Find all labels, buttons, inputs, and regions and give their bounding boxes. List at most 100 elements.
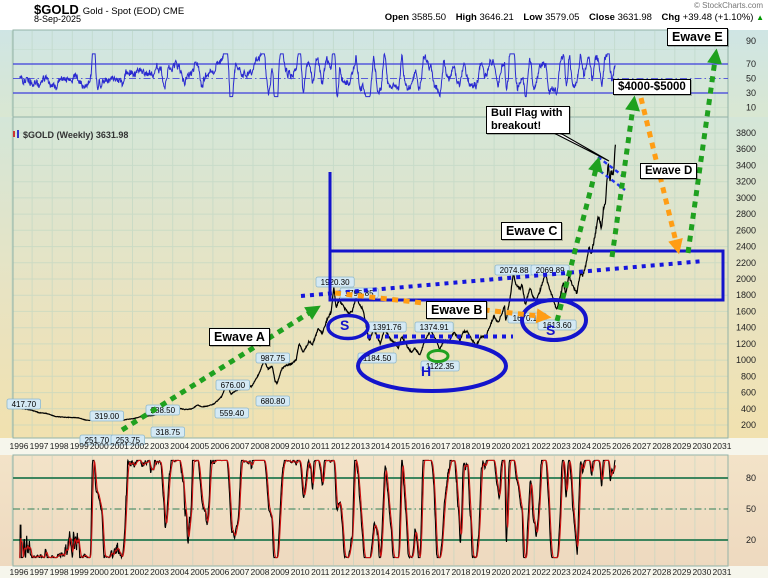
svg-text:1997: 1997 <box>30 441 49 451</box>
svg-text:2011: 2011 <box>311 441 330 451</box>
series-legend: $GOLD (Weekly) 3631.98 <box>13 130 128 140</box>
svg-text:2009: 2009 <box>271 567 290 577</box>
svg-text:2006: 2006 <box>210 441 229 451</box>
ewave-c-arrow <box>554 156 603 322</box>
svg-text:2003: 2003 <box>150 441 169 451</box>
svg-text:1996: 1996 <box>10 441 29 451</box>
svg-text:2006: 2006 <box>210 567 229 577</box>
consolidation-box <box>328 249 725 302</box>
right-shoulder-letter: S <box>546 322 556 338</box>
symbol: $GOLD <box>34 2 79 17</box>
low-label: Low <box>523 12 543 23</box>
svg-text:2000: 2000 <box>90 441 109 451</box>
svg-text:800: 800 <box>741 371 756 381</box>
price-flag <box>315 276 355 288</box>
right-shoulder-ellipse <box>520 298 588 342</box>
svg-text:600: 600 <box>741 388 756 398</box>
svg-text:2800: 2800 <box>736 209 756 219</box>
flag-lower-line <box>599 170 626 191</box>
svg-text:2007: 2007 <box>230 441 249 451</box>
svg-text:1184.50: 1184.50 <box>363 354 392 363</box>
svg-text:676.00: 676.00 <box>221 381 246 390</box>
svg-text:2002: 2002 <box>130 567 149 577</box>
price-flag <box>530 264 570 276</box>
svg-text:1800: 1800 <box>736 290 756 300</box>
svg-text:2023: 2023 <box>552 567 571 577</box>
svg-text:2018: 2018 <box>451 441 470 451</box>
svg-text:400: 400 <box>741 404 756 414</box>
svg-text:2069.89: 2069.89 <box>536 266 565 275</box>
svg-text:2011: 2011 <box>311 567 330 577</box>
svg-text:2016: 2016 <box>411 567 430 577</box>
price-flag <box>255 395 290 407</box>
axis-labels: 3800 3600 3400 3200 3000 2800 2600 2400 2200 2000… <box>736 36 756 545</box>
svg-text:1122.35: 1122.35 <box>426 362 455 371</box>
svg-text:2027: 2027 <box>632 567 651 577</box>
svg-text:3400: 3400 <box>736 160 756 170</box>
svg-text:2014: 2014 <box>371 567 390 577</box>
svg-text:318.75: 318.75 <box>156 428 181 437</box>
svg-text:559.40: 559.40 <box>220 409 245 418</box>
svg-text:50: 50 <box>746 74 756 84</box>
ewave-d-arrow <box>638 97 683 255</box>
svg-text:1400: 1400 <box>736 323 756 333</box>
svg-text:90: 90 <box>746 36 756 46</box>
svg-text:2030: 2030 <box>692 567 711 577</box>
head-low-green-ellipse <box>426 349 450 363</box>
svg-text:2021: 2021 <box>512 441 531 451</box>
price-target-label: $4000-$5000 <box>613 79 691 95</box>
ewave-b-label: Ewave B <box>426 301 488 319</box>
svg-text:1999: 1999 <box>70 567 89 577</box>
svg-text:2003: 2003 <box>150 567 169 577</box>
stoch-d-line <box>19 459 616 559</box>
ewave-a-arrow <box>120 305 321 433</box>
svg-text:1920.30: 1920.30 <box>321 278 350 287</box>
svg-text:3800: 3800 <box>736 128 756 138</box>
year-row-2-bg <box>0 566 768 578</box>
svg-text:2028: 2028 <box>652 441 671 451</box>
svg-text:2031: 2031 <box>713 441 732 451</box>
panel-border <box>12 454 729 567</box>
svg-text:2200: 2200 <box>736 258 756 268</box>
quote-bar: Open 3585.50 High 3646.21 Low 3579.05 Cl… <box>378 12 764 23</box>
svg-text:2008: 2008 <box>251 567 270 577</box>
svg-text:2005: 2005 <box>190 567 209 577</box>
svg-text:2015: 2015 <box>391 441 410 451</box>
price-flag <box>215 379 250 391</box>
svg-text:1670.16: 1670.16 <box>513 314 542 323</box>
svg-text:2004: 2004 <box>170 567 189 577</box>
close-value: 3631.98 <box>617 12 652 23</box>
svg-text:20: 20 <box>746 535 756 545</box>
ewave-d-label: Ewave D <box>640 163 698 179</box>
svg-text:987.75: 987.75 <box>261 354 286 363</box>
svg-text:2001: 2001 <box>110 441 129 451</box>
left-shoulder-letter: S <box>340 317 350 333</box>
svg-text:2031: 2031 <box>713 567 732 577</box>
svg-text:2007: 2007 <box>230 567 249 577</box>
svg-text:680.80: 680.80 <box>261 397 286 406</box>
ewave-e-label: Ewave E <box>667 28 728 46</box>
svg-text:2000: 2000 <box>90 567 109 577</box>
low-value: 3579.05 <box>545 12 580 23</box>
open-value: 3585.50 <box>411 12 447 23</box>
open-label: Open <box>384 12 410 23</box>
svg-text:2025: 2025 <box>592 567 611 577</box>
svg-text:1600: 1600 <box>736 306 756 316</box>
svg-text:2023: 2023 <box>552 441 571 451</box>
candlestick-icon <box>13 130 20 138</box>
svg-text:2026: 2026 <box>612 567 631 577</box>
svg-text:2005: 2005 <box>190 441 209 451</box>
svg-text:1000: 1000 <box>736 355 756 365</box>
svg-text:2015: 2015 <box>391 567 410 577</box>
svg-text:2600: 2600 <box>736 225 756 235</box>
price-flag <box>150 426 185 438</box>
svg-text:2021: 2021 <box>512 567 531 577</box>
year-axis-labels: 1996199619971997199819981999199920002000… <box>10 441 732 577</box>
svg-text:2026: 2026 <box>612 441 631 451</box>
svg-text:2022: 2022 <box>532 567 551 577</box>
svg-text:1996: 1996 <box>10 567 29 577</box>
svg-text:288.50: 288.50 <box>151 406 176 415</box>
svg-text:2012: 2012 <box>331 441 350 451</box>
svg-text:2014: 2014 <box>371 441 390 451</box>
